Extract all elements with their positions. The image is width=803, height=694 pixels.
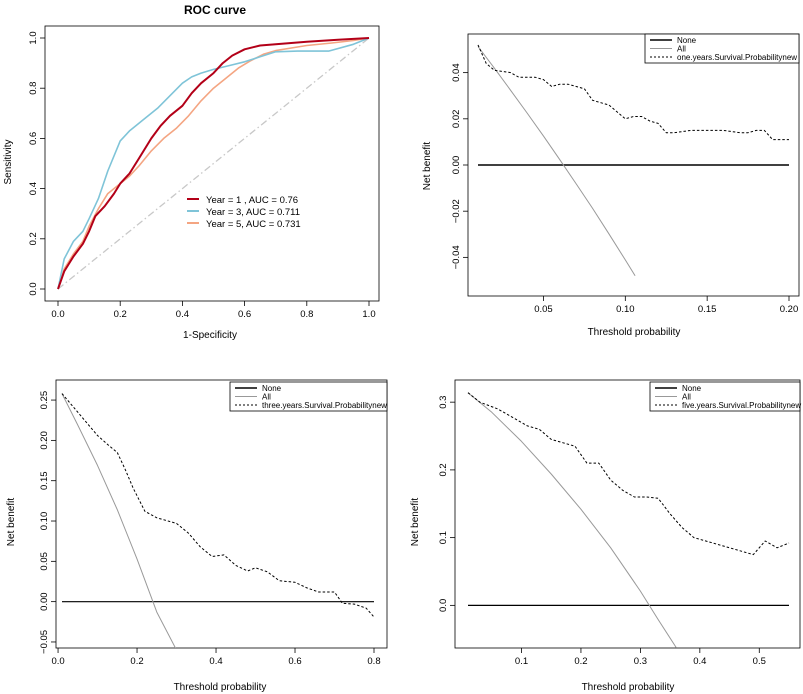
dca1-series-line-one-2 [477,44,789,141]
roc-plot-frame [44,25,380,302]
dca1-series-line-all-1 [477,46,636,277]
roc-title: ROC curve [184,3,246,17]
dca5-y-tick-label: 0.1 [438,531,449,544]
dca1-x-tick-label: 0.15 [698,304,717,315]
dca3-legend-none: None [262,384,282,393]
roc-reference-line [57,37,370,290]
dca-3-years-panel: 0.0 0.2 0.4 0.6 0.8 −0.05 0.00 0.05 0.10 0.15 0.20… [6,379,388,693]
dca5-xlabel: Threshold probability [582,682,675,693]
dca3-y-tick-label: 0.15 [39,471,50,490]
roc-x-tick-label: 0.8 [300,309,313,320]
dca5-x-tick-label: 0.5 [753,656,766,667]
dca3-legend: None All three.years.Survival.Probabilit… [229,381,388,412]
dca1-x-tick-label: 0.20 [780,304,799,315]
roc-y-tick-label: 1.0 [28,31,39,44]
dca5-x-tick-label: 0.2 [574,656,587,667]
dca1-x-tick-label: 0.10 [616,304,635,315]
dca-5-years-panel: 0.1 0.2 0.3 0.4 0.5 0.0 0.1 0.2 0.3 Threshold pr… [410,379,801,693]
dca1-y-tick-label: 0.02 [451,110,462,128]
roc-x-tick-label: 0.4 [176,309,189,320]
dca3-x-tick-label: 0.4 [209,656,222,667]
dca3-x-tick-label: 0.0 [51,656,64,667]
dca3-xlabel: Threshold probability [174,682,267,693]
dca5-legend-model: five.years.Survival.Probabilitynew [682,401,801,410]
roc-ylabel: Sensitivity [3,139,14,184]
dca3-y-tick-label: −0.05 [39,630,50,654]
dca3-y-tick-label: 0.20 [39,431,50,450]
roc-series-line-year-0 [57,37,370,290]
dca3-plot-frame [55,379,388,649]
roc-marks: 0.0 0.2 0.4 0.6 0.8 1.0 0.0 0.2 0.4 0.6 0.8 1.0 [28,31,376,320]
roc-x-tick-label: 0.2 [114,309,127,320]
dca5-x-tick-label: 0.3 [634,656,647,667]
dca1-marks: 0.05 0.10 0.15 0.20 −0.04 −0.02 0.00 0.02 0.04 [451,44,799,315]
roc-x-tick-label: 1.0 [362,309,375,320]
roc-legend: Year = 1 , AUC = 0.76 Year = 3, AUC = 0.… [187,195,301,230]
dca3-y-tick-label: 0.00 [39,592,50,611]
roc-y-tick-label: 0.4 [28,182,39,195]
roc-legend-label-year1: Year = 1 , AUC = 0.76 [206,195,298,206]
roc-x-tick-label: 0.6 [238,309,251,320]
dca3-x-tick-label: 0.2 [130,656,143,667]
roc-panel: ROC curve 0.0 0.2 0.4 0.6 0.8 1.0 0.0 0.2 0.4 0.6… [3,3,380,341]
dca1-ylabel: Net benefit [422,142,433,191]
roc-series-line-year-2 [57,37,370,290]
dca5-y-tick-label: 0.0 [438,599,449,612]
dca1-xlabel: Threshold probability [588,327,681,338]
roc-xlabel: 1-Specificity [183,330,237,341]
dca3-series-line-all-1 [61,393,177,648]
dca3-legend-all: All [262,393,271,402]
dca5-y-tick-label: 0.3 [438,396,449,409]
dca3-y-tick-label: 0.05 [39,552,50,571]
dca5-legend: None All five.years.Survival.Probability… [649,381,801,412]
dca5-x-tick-label: 0.1 [515,656,528,667]
dca1-legend: None All one.years.Survival.Probabilityn… [644,33,800,64]
dca5-y-tick-label: 0.2 [438,463,449,476]
dca1-y-tick-label: 0.04 [451,63,462,82]
dca5-marks: 0.1 0.2 0.3 0.4 0.5 0.0 0.1 0.2 0.3 [438,392,790,667]
dca5-x-tick-label: 0.4 [693,656,706,667]
dca3-ylabel: Net benefit [6,498,17,547]
dca5-series-line-all-1 [467,392,677,648]
dca1-y-tick-label: −0.04 [451,245,462,269]
roc-series-line-year-1 [57,37,370,290]
dca1-legend-none: None [677,36,697,45]
dca3-legend-model: three.years.Survival.Probabilitynew [262,401,387,410]
dca5-ylabel: Net benefit [410,498,421,547]
dca5-legend-all: All [682,393,691,402]
dca3-x-tick-label: 0.6 [288,656,301,667]
dca1-y-tick-label: 0.00 [451,156,462,175]
dca1-legend-all: All [677,45,686,54]
dca3-y-tick-label: 0.10 [39,512,50,531]
dca3-y-tick-label: 0.25 [39,391,50,410]
dca5-series-line-five-2 [467,392,790,556]
dca1-legend-model: one.years.Survival.Probabilitynew [677,53,797,62]
dca3-x-tick-label: 0.8 [367,656,380,667]
roc-y-tick-label: 0.2 [28,232,39,245]
dca1-y-tick-label: −0.02 [451,199,462,223]
dca-1-year-panel: 0.05 0.10 0.15 0.20 −0.04 −0.02 0.00 0.02 0.04 T… [422,33,800,338]
dca3-series-line-three-2 [61,393,375,618]
roc-y-tick-label: 0.0 [28,282,39,295]
roc-legend-label-year5: Year = 5, AUC = 0.731 [206,219,301,230]
roc-legend-label-year3: Year = 3, AUC = 0.711 [206,207,300,218]
dca1-x-tick-label: 0.05 [534,304,553,315]
dca3-marks: 0.0 0.2 0.4 0.6 0.8 −0.05 0.00 0.05 0.10 0.15 0.20… [39,391,381,667]
dca5-plot-frame [454,379,801,649]
dca5-legend-none: None [682,384,702,393]
roc-y-tick-label: 0.8 [28,82,39,95]
roc-y-tick-label: 0.6 [28,132,39,145]
roc-x-tick-label: 0.0 [51,309,64,320]
